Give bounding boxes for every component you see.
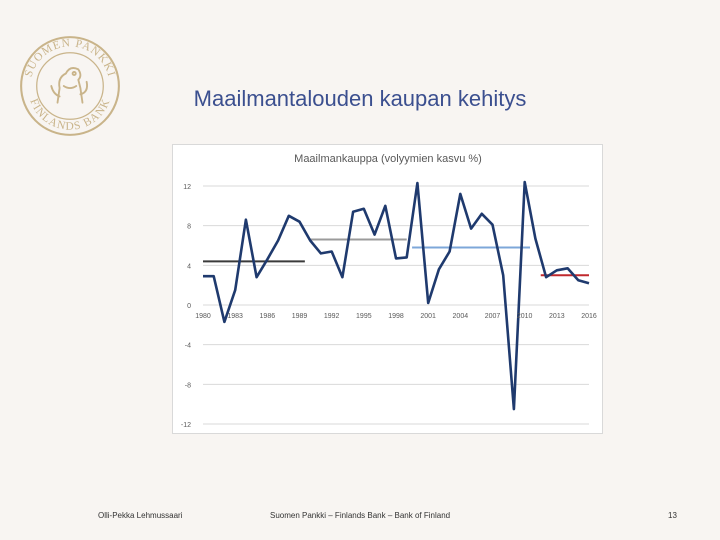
x-tick-label: 1995	[356, 313, 372, 320]
y-tick-label: -8	[185, 382, 191, 389]
y-tick-labels: 12 8 4 0 -4 -8 -12	[181, 184, 191, 429]
seal-inner-ring	[36, 52, 104, 120]
x-tick-labels: 1980 1983 1986 1989 1992 1995 1998 2001 2004 2007…	[195, 313, 597, 320]
x-tick-label: 2016	[581, 313, 597, 320]
page-number: 13	[668, 511, 677, 520]
lion-emblem-icon	[50, 67, 88, 104]
seal-outer-ring	[20, 36, 120, 136]
chart-title: Maailmankauppa (volyymien kasvu %)	[294, 153, 482, 165]
x-tick-label: 1980	[195, 313, 211, 320]
y-tick-label: 4	[187, 263, 191, 270]
bank-seal-logo: SUOMEN PANKKI FINLANDS BANK	[20, 36, 120, 136]
footer-author: Olli-Pekka Lehmussaari	[98, 511, 183, 520]
x-tick-label: 1989	[292, 313, 308, 320]
y-tick-label: -4	[185, 343, 191, 350]
y-tick-label: -12	[181, 422, 191, 429]
chart-panel: Maailmankauppa (volyymien kasvu %) 12 8 4 0…	[172, 144, 603, 434]
x-tick-label: 2010	[517, 313, 533, 320]
slide-title: Maailmantalouden kaupan kehitys	[193, 86, 527, 111]
series-lines	[203, 180, 590, 411]
x-tick-label: 1992	[324, 313, 340, 320]
x-tick-label: 1983	[227, 313, 243, 320]
x-tick-label: 1986	[260, 313, 276, 320]
x-tick-label: 2001	[420, 313, 436, 320]
series-line	[203, 180, 590, 411]
x-tick-label: 2007	[485, 313, 501, 320]
y-tick-label: 12	[183, 184, 191, 191]
footer-organization: Suomen Pankki – Finlands Bank – Bank of …	[270, 511, 451, 520]
x-tick-label: 1998	[388, 313, 404, 320]
world-trade-chart: Maailmankauppa (volyymien kasvu %) 12 8 4 0…	[181, 153, 597, 429]
x-tick-label: 2004	[453, 313, 469, 320]
x-tick-label: 2013	[549, 313, 565, 320]
seal-text-top: SUOMEN PANKKI	[23, 37, 118, 78]
y-tick-label: 8	[187, 224, 191, 231]
y-tick-label: 0	[187, 303, 191, 310]
